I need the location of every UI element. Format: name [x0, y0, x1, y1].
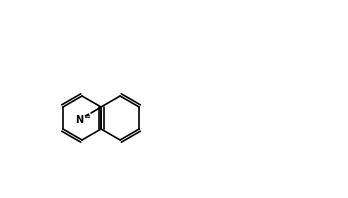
- Text: N: N: [75, 115, 83, 125]
- Text: ≡: ≡: [84, 111, 90, 121]
